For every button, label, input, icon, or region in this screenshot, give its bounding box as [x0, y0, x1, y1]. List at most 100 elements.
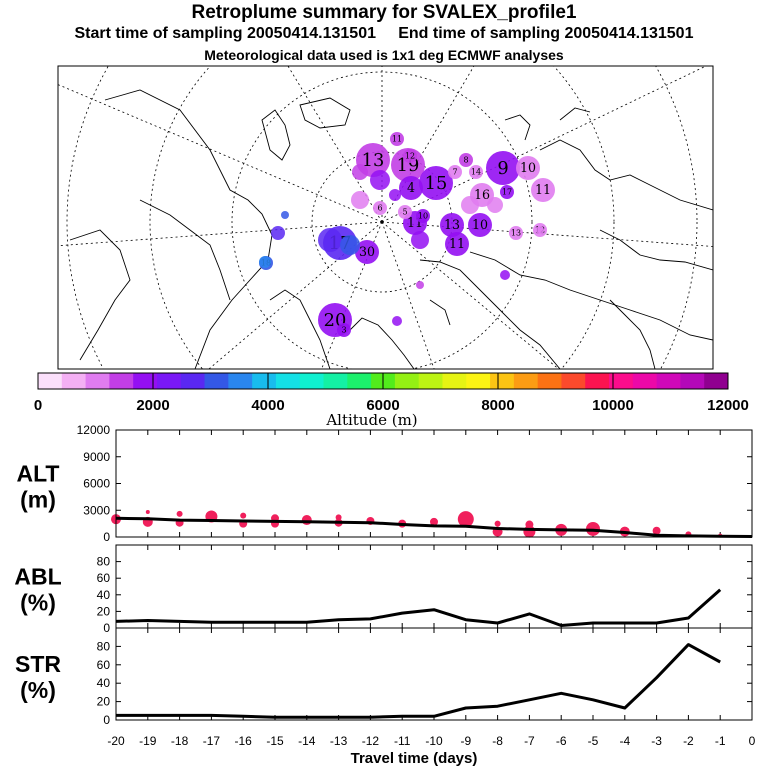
plume-label: 5: [402, 207, 407, 216]
plume-blob: [259, 256, 271, 268]
plume-blob: [416, 281, 424, 289]
colorbar-cell: [180, 373, 206, 389]
plume-circle: [486, 151, 520, 185]
plume-cluster: 12: [403, 149, 417, 163]
plume-cluster: 13: [509, 226, 523, 240]
y-tick-label: 60: [97, 571, 111, 585]
panel-unit-label: (%): [20, 677, 56, 703]
x-tick-label: -13: [330, 734, 348, 748]
plume-cluster: 7: [448, 165, 462, 179]
panel-label: ABL: [14, 564, 61, 590]
colorbar-cell: [299, 373, 325, 389]
series-line: [116, 643, 721, 719]
x-tick-label: -1: [715, 734, 726, 748]
plume-circle: [373, 201, 387, 215]
colorbar-cell: [680, 373, 705, 389]
plume-blob: [536, 226, 544, 234]
y-tick-label: 40: [97, 676, 111, 690]
plume-cluster: 11: [390, 132, 404, 146]
colorbar-cell: [85, 373, 110, 389]
x-tick-label: -7: [524, 734, 535, 748]
plume-label: 3: [341, 325, 346, 334]
plume-blob: [318, 228, 342, 252]
plume-blob: [487, 197, 503, 213]
y-tick-label: 80: [97, 639, 111, 653]
colorbar-cell: [537, 373, 562, 389]
plume-cluster: 9: [486, 151, 520, 185]
plume-cluster: 8: [459, 153, 473, 167]
plume-blob: [392, 316, 402, 326]
plume-circle: [440, 213, 464, 237]
plume-blob: [370, 170, 390, 190]
plume-cluster: 11: [531, 178, 555, 202]
plume-circle: [500, 185, 514, 199]
panel-label: ALT: [16, 461, 59, 487]
y-tick-label: 9000: [83, 450, 110, 464]
y-tick-label: 0: [103, 713, 110, 727]
y-tick-label: 60: [97, 658, 111, 672]
coastlines: [69, 89, 713, 369]
altitude-marker: [335, 514, 342, 521]
colorbar-cell: [133, 373, 158, 389]
x-tick-label: -17: [203, 734, 221, 748]
colorbar-title: Altitude (m): [325, 411, 417, 429]
plume-label: 14: [471, 167, 481, 176]
plot-title: Retroplume summary for SVALEX_profile1: [191, 2, 577, 23]
plume-cluster: 6: [373, 201, 387, 215]
colorbar-cell: [704, 373, 729, 389]
plume-label: 15: [425, 173, 448, 194]
altitude-marker: [652, 526, 661, 535]
colorbar-tick-label: 6000: [366, 397, 399, 414]
plume-label: 4: [407, 180, 415, 195]
x-tick-label: 0: [749, 734, 756, 748]
plume-cluster: 13: [440, 213, 464, 237]
map-frame: [57, 65, 714, 370]
colorbar-cell: [632, 373, 658, 389]
x-tick-label: -20: [107, 734, 125, 748]
plume-circle: [390, 132, 404, 146]
plume-cluster: 15: [419, 166, 453, 200]
plume-blob: [281, 211, 289, 219]
plume-circle: [337, 323, 351, 337]
colorbar-cell: [466, 373, 491, 389]
colorbar-cell: [656, 373, 681, 389]
plume-circle: [445, 232, 469, 256]
plume-label: 13: [444, 217, 460, 232]
y-tick-label: 6000: [83, 477, 110, 491]
plume-circle: [469, 165, 483, 179]
colorbar-cell: [38, 373, 63, 389]
y-tick-label: 3000: [83, 503, 110, 517]
plume-label: 17: [502, 187, 512, 196]
colorbar-cell: [347, 373, 372, 389]
colorbar-cell: [204, 373, 229, 389]
altitude-marker: [457, 511, 474, 528]
plume-circle: [399, 176, 423, 200]
plume-label: 16: [474, 187, 490, 202]
y-tick-label: 20: [97, 604, 111, 618]
plume-circle: [416, 209, 430, 223]
colorbar-cell: [323, 373, 348, 389]
plume-label: 11: [392, 134, 402, 143]
map-graticule: [58, 66, 713, 369]
x-tick-label: -9: [460, 734, 471, 748]
x-tick-label: -14: [298, 734, 316, 748]
colorbar-cell: [61, 373, 87, 389]
x-tick-label: -15: [266, 734, 284, 748]
series-line: [115, 516, 753, 538]
x-tick-label: -19: [139, 734, 157, 748]
plume-label: 6: [377, 203, 382, 212]
colorbar-cell: [418, 373, 443, 389]
x-tick-label: -8: [492, 734, 503, 748]
y-tick-label: 40: [97, 588, 111, 602]
panel-unit-label: (%): [20, 590, 56, 616]
altitude-colorbar: 0 2000 4000 6000 8000 10000 12000 Altitude (m): [34, 372, 749, 429]
plume-blob: [461, 196, 479, 214]
plume-cluster: 17: [500, 185, 514, 199]
colorbar-cell: [156, 373, 182, 389]
x-tick-label: -3: [651, 734, 662, 748]
plume-label: 7: [452, 167, 457, 176]
plume-label: 13: [511, 228, 521, 237]
x-tick-label: -18: [171, 734, 189, 748]
plume-cluster: 3: [337, 323, 351, 337]
plume-circle: [509, 226, 523, 240]
